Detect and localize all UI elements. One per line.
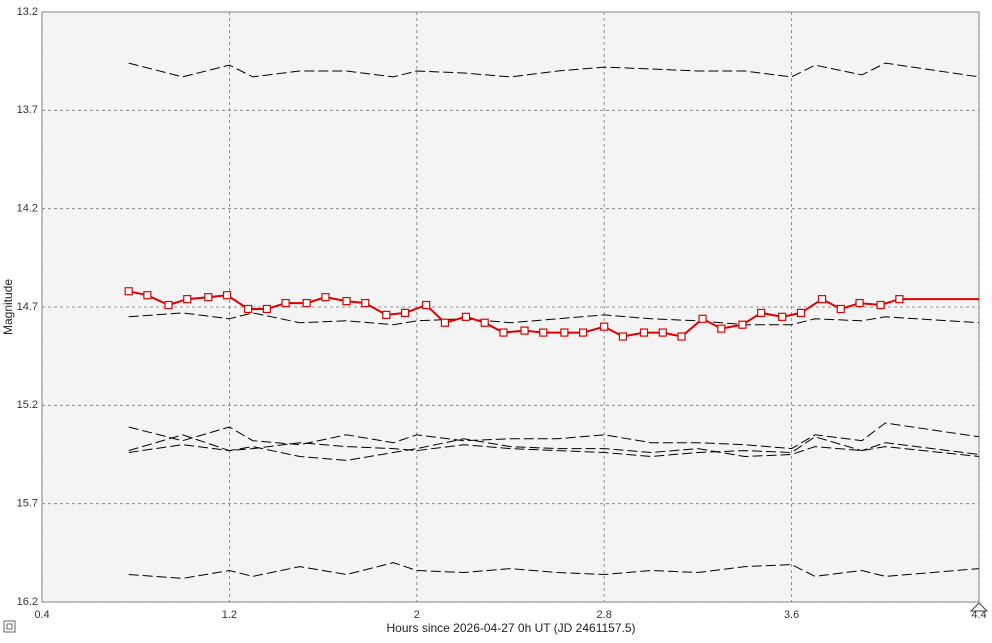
y-tick-label: 15.7: [17, 498, 38, 510]
series-line: [128, 62, 980, 78]
x-tick-label: 4.4: [971, 609, 986, 621]
data-point: [480, 318, 489, 327]
corner-icon: [6, 623, 13, 630]
data-point: [183, 295, 192, 304]
data-point: [382, 310, 391, 319]
series-line: [128, 312, 980, 326]
y-tick-label: 15.2: [17, 399, 38, 411]
x-tick-label: 2: [414, 609, 420, 621]
y-tick-label: 14.2: [17, 203, 38, 215]
data-point: [302, 298, 311, 308]
data-point: [281, 298, 290, 308]
corner-button[interactable]: [3, 620, 16, 633]
data-point: [422, 300, 431, 310]
data-point: [539, 328, 548, 337]
data-point: [440, 318, 450, 327]
x-tick-label: 1.2: [222, 609, 237, 621]
data-point: [222, 291, 232, 300]
data-point: [836, 304, 845, 314]
y-axis-label: Magnitude: [1, 279, 15, 335]
y-tick-label: 16.2: [17, 596, 38, 608]
data-point: [738, 320, 747, 329]
data-point: [698, 314, 707, 323]
data-point: [618, 332, 628, 341]
data-point: [677, 332, 686, 341]
data-point: [143, 291, 152, 300]
data-point: [796, 308, 806, 317]
x-axis-label: Hours since 2026-04-27 0h UT (JD 2461157…: [386, 621, 635, 635]
data-point: [579, 328, 588, 337]
data-point: [321, 293, 330, 302]
data-point: [560, 328, 569, 337]
data-point: [876, 300, 885, 310]
data-point: [600, 322, 609, 331]
data-point: [400, 308, 410, 317]
x-tick-label: 3.6: [784, 609, 799, 621]
data-point: [461, 312, 471, 321]
x-tick-label: 2.8: [597, 609, 612, 621]
data-point: [855, 298, 864, 308]
y-tick-label: 14.7: [17, 301, 38, 313]
data-point: [244, 304, 253, 314]
x-tick-label: 0.4: [34, 609, 49, 621]
data-point: [658, 328, 667, 337]
series-line: [128, 290, 900, 338]
data-point: [757, 308, 766, 317]
data-point: [520, 326, 529, 335]
data-point: [342, 297, 351, 306]
y-tick-label: 13.7: [17, 104, 38, 116]
data-point: [124, 287, 133, 296]
data-point: [499, 328, 508, 337]
data-point: [204, 293, 213, 302]
y-tick-label: 13.2: [17, 6, 38, 18]
data-point: [639, 328, 649, 337]
series-line: [128, 434, 980, 458]
data-point: [778, 312, 787, 321]
series-line: [128, 438, 980, 461]
data-point: [361, 298, 370, 308]
data-point: [717, 324, 726, 333]
series-line: [128, 562, 980, 579]
x-end-marker: [969, 602, 989, 612]
data-point: [817, 295, 827, 304]
data-point: [262, 304, 271, 314]
data-point: [895, 295, 904, 304]
data-point: [164, 300, 173, 310]
